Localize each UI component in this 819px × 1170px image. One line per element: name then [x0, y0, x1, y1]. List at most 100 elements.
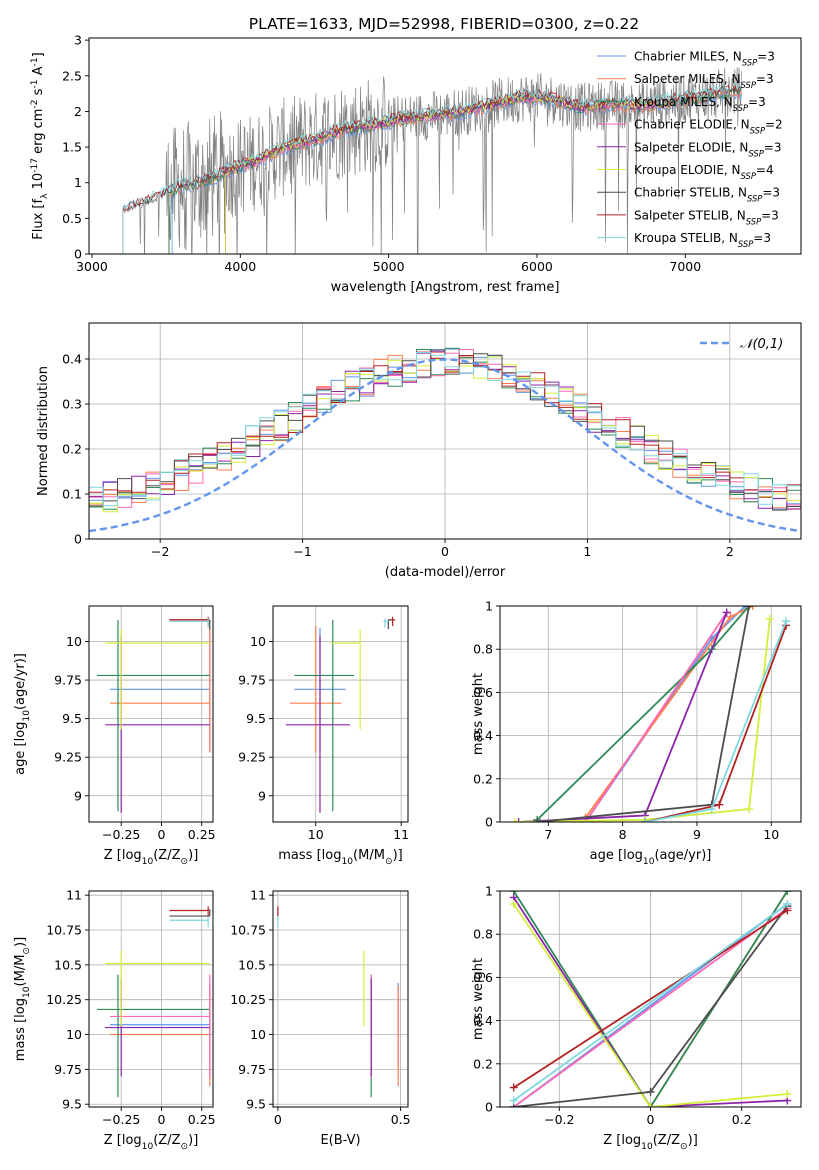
spectrum-legend-label: Chabrier MILES, NSSP=3 [634, 50, 775, 68]
age-vs-Z-ytick-label: 9.25 [54, 750, 82, 765]
spectrum-xtick-label: 6000 [521, 259, 553, 274]
weight-vs-Z-xtick-label: −0.2 [544, 1112, 574, 1127]
age-vs-Z-xtick-label: 0.25 [188, 827, 216, 842]
age-vs-mass-plot-area [285, 616, 396, 813]
weight-vs-Z-marker-8 [783, 899, 792, 908]
weight-vs-Z-ytick-label: 0.2 [473, 1056, 493, 1071]
age-vs-mass-ytick-label: 9 [258, 788, 266, 803]
age-vs-mass-frame [272, 605, 409, 823]
mass-vs-EBV-frame [272, 890, 409, 1108]
residuals-xlabel: (data-model)/error [385, 565, 506, 580]
weight-vs-Z-xtick-label: 0.2 [732, 1112, 752, 1127]
residuals-xtick-label: 1 [583, 544, 591, 559]
age-vs-mass-xlabel: mass [log10(M/M⊙)] [278, 848, 402, 867]
weight-vs-Z-marker-5 [509, 899, 518, 908]
spectrum-ylabel: Flux [fλ 10-17 erg cm-2 s-1 A-1] [30, 52, 50, 239]
residuals-xtick-label: −1 [293, 544, 311, 559]
weight-vs-Z-marker-8 [509, 1096, 518, 1105]
weight-vs-Z-ytick-label: 1 [485, 884, 493, 899]
model-spectrum-7 [122, 83, 743, 254]
mass-vs-Z-ytick-label: 11 [66, 888, 82, 903]
weight-vs-Z-ylabel: mass weight [471, 958, 486, 1040]
spectrum-ytick-label: 2 [74, 104, 82, 119]
weight-vs-age-frame [499, 605, 802, 823]
weight-vs-age-marker-6 [744, 606, 753, 610]
residuals-ytick-label: 0.4 [62, 352, 82, 367]
mass-vs-Z-ytick-label: 10.25 [46, 992, 82, 1007]
spectrum-xtick-label: 3000 [76, 259, 108, 274]
mass-vs-EBV-plot-area [277, 906, 399, 1098]
spectrum-ytick-label: 1.5 [62, 140, 82, 155]
weight-vs-Z-marker-6 [646, 1087, 655, 1096]
weight-vs-age-xtick-label: 7 [544, 827, 552, 842]
weight-vs-age-marker-1 [726, 612, 735, 621]
weight-vs-Z-series-5 [512, 903, 788, 1107]
weight-vs-age-marker-6 [533, 818, 542, 822]
spectrum-xtick-label: 4000 [224, 259, 256, 274]
mass-vs-Z-ytick-label: 10 [66, 1027, 82, 1042]
spectrum-ytick-label: 1 [74, 175, 82, 190]
age-vs-mass-ytick-label: 9.5 [246, 711, 266, 726]
weight-vs-age-marker-5 [765, 614, 774, 623]
spectrum-legend-label: Salpeter STELIB, NSSP=3 [634, 208, 779, 226]
residuals-ytick-label: 0 [74, 532, 82, 547]
weight-vs-age-series-5 [514, 618, 771, 822]
spectrum-legend-label: Chabrier ELODIE, NSSP=2 [634, 118, 783, 136]
weight-vs-age-ytick-label: 0.6 [473, 685, 493, 700]
weight-vs-age-marker-4 [722, 608, 731, 617]
weight-vs-age-series-3 [584, 611, 728, 822]
weight-vs-age-marker-8 [782, 617, 791, 626]
weight-vs-age-xtick-label: 10 [763, 827, 779, 842]
weight-vs-age-xtick-label: 8 [619, 827, 627, 842]
mass-vs-EBV-ytick-label: 10 [250, 1027, 266, 1042]
mass-vs-Z-xtick-label: 0 [157, 1112, 165, 1127]
spectrum-legend-label: Kroupa MILES, NSSP=3 [634, 95, 766, 113]
weight-vs-Z-ytick-label: 0.4 [473, 1013, 493, 1028]
mass-vs-Z-ytick-label: 10.75 [46, 923, 82, 938]
weight-vs-Z-series-4 [512, 897, 788, 1107]
weight-vs-age-plot-area [510, 606, 791, 822]
spectrum-legend-label: Salpeter ELODIE, NSSP=3 [634, 140, 782, 158]
model-spectrum-8 [122, 83, 743, 254]
mass-vs-Z-xlabel: Z [log10(Z/Z⊙)] [104, 1133, 199, 1152]
weight-vs-age-ytick-label: 0 [485, 815, 493, 830]
weight-vs-age-marker-7 [715, 800, 724, 809]
weight-vs-Z-marker-5 [783, 1090, 792, 1099]
weight-vs-Z-series-8 [513, 903, 788, 1102]
mass-vs-EBV-xtick-label: 0.5 [391, 1112, 411, 1127]
spectrum-xtick-label: 5000 [373, 259, 405, 274]
mass-vs-Z-frame [88, 890, 214, 1108]
weight-vs-age-ytick-label: 0.8 [473, 642, 493, 657]
residuals-xtick-label: 2 [726, 544, 734, 559]
age-vs-mass-ytick-label: 9.75 [238, 673, 266, 688]
mass-vs-EBV-xtick-label: 0 [274, 1112, 282, 1127]
spectrum-legend-label: Chabrier STELIB, NSSP=3 [634, 186, 780, 204]
residuals-ylabel: Normed distribution [36, 366, 51, 496]
weight-vs-Z-series-3 [513, 907, 788, 1107]
residuals-xtick-label: 0 [441, 544, 449, 559]
weight-vs-Z-marker-5 [646, 1103, 655, 1107]
mass-vs-Z-ytick-label: 10.5 [54, 957, 82, 972]
normal-legend-label: 𝒩(0,1) [740, 337, 783, 352]
age-vs-mass-ytick-label: 10 [250, 634, 266, 649]
spectrum-xlabel: wavelength [Angstrom, rest frame] [331, 280, 560, 295]
weight-vs-age-series-8 [644, 620, 787, 822]
residuals-ytick-label: 0.3 [62, 397, 82, 412]
mass-vs-Z-plot-area [97, 906, 211, 1098]
age-vs-Z-ylabel: age [log10(age/yr)] [13, 653, 32, 775]
weight-vs-age-marker-1 [748, 606, 757, 610]
age-vs-Z-frame [88, 605, 214, 823]
residuals-plot-area [89, 347, 801, 533]
weight-vs-age-marker-8 [640, 818, 649, 822]
age-vs-Z-ytick-label: 9.75 [54, 673, 82, 688]
plots-layer: 3000 4000 5000 6000 700000.511.522.53wavelen… [13, 33, 802, 1152]
figure-title: PLATE=1633, MJD=52998, FIBERID=0300, z=0… [249, 15, 639, 33]
spectrum-ytick-label: 3 [74, 33, 82, 48]
weight-vs-Z-xlabel: Z [log10(Z/Z⊙)] [603, 1133, 698, 1152]
mass-vs-Z-xtick-label: 0.25 [188, 1112, 216, 1127]
mass-vs-EBV-ytick-label: 9.5 [246, 1097, 266, 1112]
age-vs-mass-ytick-label: 9.25 [238, 750, 266, 765]
weight-vs-age-ytick-label: 0.2 [473, 771, 493, 786]
spectrum-ytick-label: 0.5 [62, 211, 82, 226]
